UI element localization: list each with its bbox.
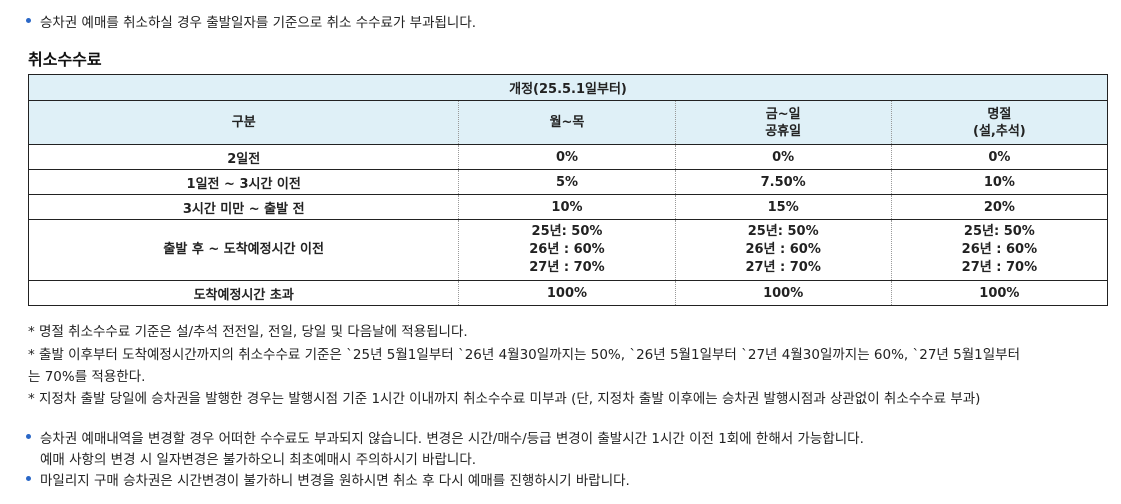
bullet-icon (26, 18, 31, 23)
fee-cell: 15% (674, 194, 892, 220)
fee-cell: 25년: 50% 26년 : 60% 27년 : 70% (674, 219, 892, 281)
fee-cell: 0% (458, 144, 676, 170)
fee-cell: 0% (890, 144, 1108, 170)
fee-cell: 5% (458, 169, 676, 195)
table-banner: 개정(25.5.1일부터) (28, 74, 1108, 101)
change-text: 승차권 예매내역을 변경할 경우 어떠한 수수료도 부과되지 않습니다. 변경은… (40, 431, 864, 447)
row-label: 출발 후 ~ 도착예정시간 이전 (28, 219, 459, 281)
fee-cell: 0% (674, 144, 892, 170)
header-festival: 명절 (설,추석) (890, 100, 1108, 145)
header-weekend-holiday: 금~일 공휴일 (674, 100, 892, 145)
section-title: 취소수수료 (28, 50, 102, 69)
fee-cell: 25년: 50% 26년 : 60% 27년 : 70% (458, 219, 676, 281)
table-row: 2일전 0% 0% 0% (28, 144, 1108, 170)
change-line: 승차권 예매내역을 변경할 경우 어떠한 수수료도 부과되지 않습니다. 변경은… (26, 427, 864, 447)
row-label: 1일전 ~ 3시간 이전 (28, 169, 459, 195)
note-festival: * 명절 취소수수료 기준은 설/추석 전전일, 전일, 당일 및 다음날에 적… (28, 324, 468, 340)
mileage-line: 마일리지 구매 승차권은 시간변경이 불가하니 변경을 원하시면 취소 후 다시… (26, 469, 630, 489)
note-same-day: * 지정차 출발 당일에 승차권을 발행한 경우는 발행시점 기준 1시간 이내… (28, 391, 981, 407)
fee-cell: 10% (890, 169, 1108, 195)
bullet-icon (26, 434, 31, 439)
table-row: 3시간 미만 ~ 출발 전 10% 15% 20% (28, 194, 1108, 220)
cancellation-fee-table: 개정(25.5.1일부터) 구분 월~목 금~일 공휴일 명절 (설,추석) 2일전… (28, 74, 1108, 306)
row-label: 도착예정시간 초과 (28, 280, 459, 306)
fee-cell: 7.50% (674, 169, 892, 195)
fee-cell: 20% (890, 194, 1108, 220)
header-category: 구분 (28, 100, 459, 145)
fee-cell: 25년: 50% 26년 : 60% 27년 : 70% (890, 219, 1108, 281)
row-label: 3시간 미만 ~ 출발 전 (28, 194, 459, 220)
table-row: 1일전 ~ 3시간 이전 5% 7.50% 10% (28, 169, 1108, 195)
fee-cell: 100% (674, 280, 892, 306)
table-header-row: 구분 월~목 금~일 공휴일 명절 (설,추석) (28, 100, 1108, 145)
row-label: 2일전 (28, 144, 459, 170)
table-row: 도착예정시간 초과 100% 100% 100% (28, 280, 1108, 306)
intro-line: 승차권 예매를 취소하실 경우 출발일자를 기준으로 취소 수수료가 부과됩니다… (26, 11, 476, 31)
fee-cell: 10% (458, 194, 676, 220)
intro-text: 승차권 예매를 취소하실 경우 출발일자를 기준으로 취소 수수료가 부과됩니다… (40, 15, 477, 31)
header-weekday: 월~목 (458, 100, 676, 145)
fee-cell: 100% (890, 280, 1108, 306)
note-after-departure-cont: 는 70%를 적용한다. (28, 369, 146, 385)
mileage-text: 마일리지 구매 승차권은 시간변경이 불가하니 변경을 원하시면 취소 후 다시… (40, 473, 630, 489)
table-row: 출발 후 ~ 도착예정시간 이전 25년: 50% 26년 : 60% 27년 : … (28, 219, 1108, 281)
change-caution-text: 예매 사항의 변경 시 일자변경은 불가하오니 최초예매시 주의하시기 바랍니다… (40, 452, 477, 468)
bullet-icon (26, 476, 31, 481)
fee-cell: 100% (458, 280, 676, 306)
note-after-departure: * 출발 이후부터 도착예정시간까지의 취소수수료 기준은 `25년 5월1일부… (28, 347, 1021, 363)
